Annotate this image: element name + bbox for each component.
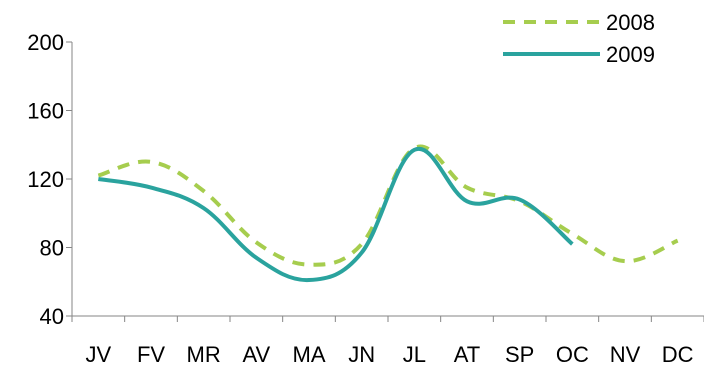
y-tick-label: 160 <box>27 99 64 124</box>
x-tick-label: AT <box>454 342 480 365</box>
x-tick-label: MA <box>293 342 326 365</box>
x-tick-label: JL <box>403 342 426 365</box>
x-tick-label: MR <box>187 342 221 365</box>
y-tick-label: 120 <box>27 167 64 192</box>
legend-label-2009: 2009 <box>606 42 655 67</box>
x-tick-label: DC <box>662 342 694 365</box>
series-line-2008 <box>97 144 679 267</box>
x-tick-label: FV <box>137 342 165 365</box>
legend-label-2008: 2008 <box>606 10 655 35</box>
x-tick-label: OC <box>556 342 589 365</box>
y-tick-label: 80 <box>40 236 64 261</box>
axes: 40 80 120 160 200 JV FV MR AV MA JN JL AT SP OC NV DC <box>27 30 704 365</box>
y-tick-label: 40 <box>40 304 64 329</box>
x-tick-label: SP <box>505 342 534 365</box>
x-tick-label: AV <box>242 342 270 365</box>
series-layer <box>97 144 679 283</box>
x-tick-label: NV <box>610 342 641 365</box>
x-tick-label: JV <box>85 342 111 365</box>
x-tick-label: JN <box>348 342 375 365</box>
y-tick-label: 200 <box>27 30 64 55</box>
legend: 2008 2009 <box>503 10 655 67</box>
series-line-2009 <box>98 146 574 283</box>
